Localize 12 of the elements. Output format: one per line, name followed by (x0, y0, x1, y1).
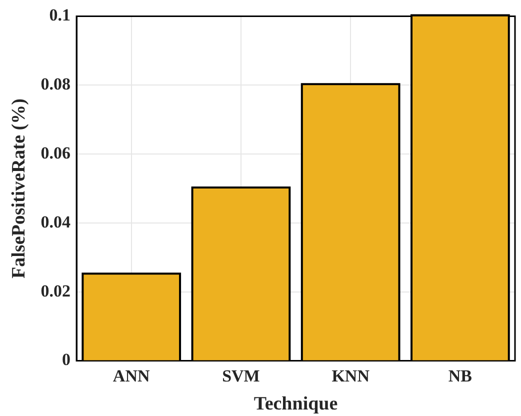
y-tick-label: 0.06 (40, 143, 71, 162)
y-axis-title: FalsePositiveRate (%) (8, 98, 30, 278)
y-tick-label: 0 (62, 350, 71, 370)
x-tick-label: NB (448, 366, 472, 386)
x-tick-label: SVM (222, 366, 260, 386)
y-tick-label: 0.08 (40, 74, 71, 94)
x-axis-title: Technique (254, 394, 338, 415)
x-tick-label: ANN (112, 366, 150, 386)
y-tick-label: 0.1 (49, 6, 71, 25)
y-tick-label: 0.02 (40, 281, 71, 300)
y-tick-label: 0.04 (40, 212, 72, 232)
x-tick-label: KNN (332, 366, 370, 386)
